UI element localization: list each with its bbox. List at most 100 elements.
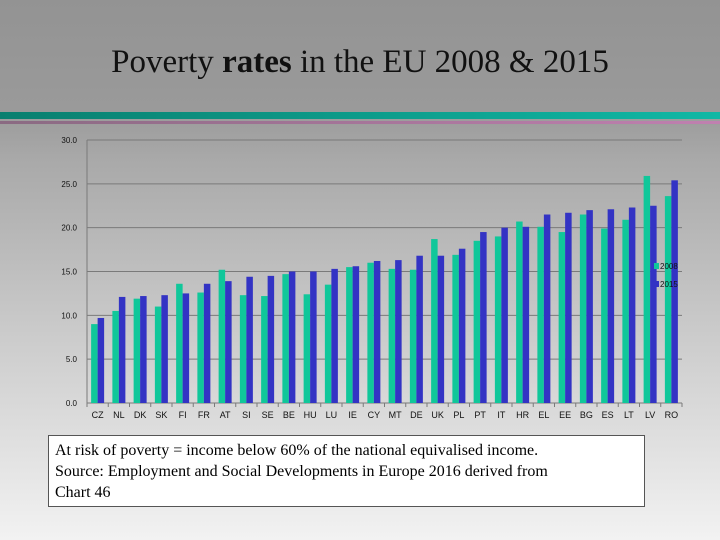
x-tick-label: BE xyxy=(283,410,295,420)
note-line: At risk of poverty = income below 60% of… xyxy=(55,442,539,459)
title-text-rest: in the EU 2008 & 2015 xyxy=(291,44,609,80)
x-tick-label: LV xyxy=(645,410,655,420)
y-tick-label: 25.0 xyxy=(61,180,77,189)
bar-2015-LV xyxy=(650,205,657,403)
x-tick-label: HR xyxy=(516,410,529,420)
note-line: Source: Employment and Social Developmen… xyxy=(55,463,548,480)
bar-2008-BG xyxy=(579,214,587,403)
x-tick-label: CY xyxy=(368,410,381,420)
bar-2008-RO xyxy=(664,196,672,403)
x-tick-label: LU xyxy=(326,410,338,420)
bar-2008-EL xyxy=(537,226,544,403)
bar-2008-IE xyxy=(346,267,353,403)
legend-label: 2008 xyxy=(660,262,678,271)
bar-2008-SK xyxy=(154,306,162,403)
bar-2015-ES xyxy=(607,209,615,403)
bar-2008-DK xyxy=(133,298,141,403)
y-tick-label: 20.0 xyxy=(61,224,77,233)
x-tick-label: SK xyxy=(155,410,167,420)
y-tick-label: 5.0 xyxy=(66,355,78,364)
legend-label: 2015 xyxy=(660,280,678,289)
bar-2015-BE xyxy=(288,271,296,403)
bar-2015-IT xyxy=(501,227,508,403)
bar-2008-BE xyxy=(282,274,289,403)
x-tick-label: FR xyxy=(198,410,210,420)
bar-2008-SE xyxy=(261,296,268,403)
bar-2015-HR xyxy=(522,226,530,403)
x-tick-label: NL xyxy=(113,410,125,420)
bar-2008-MT xyxy=(388,268,396,403)
bar-2015-BG xyxy=(586,210,593,403)
bar-2008-CZ xyxy=(91,324,98,403)
bar-2015-EE xyxy=(565,212,572,403)
x-tick-label: DK xyxy=(134,410,147,420)
x-tick-label: EE xyxy=(559,410,571,420)
bar-2008-PT xyxy=(473,240,481,403)
y-tick-label: 30.0 xyxy=(61,136,77,145)
bar-2008-UK xyxy=(431,239,438,403)
bar-2008-ES xyxy=(601,228,608,403)
y-tick-label: 10.0 xyxy=(61,311,77,320)
x-tick-label: IE xyxy=(348,410,357,420)
bar-2015-SK xyxy=(161,295,168,403)
title-text: Poverty xyxy=(111,44,223,80)
bar-2008-CY xyxy=(367,262,374,403)
bar-2008-EE xyxy=(558,232,566,403)
bar-2008-FR xyxy=(197,292,204,403)
bar-2008-LU xyxy=(324,284,332,403)
source-note: At risk of poverty = income below 60% of… xyxy=(48,435,645,507)
bar-2008-LT xyxy=(622,219,629,403)
x-tick-label: MT xyxy=(389,410,402,420)
bar-2015-RO xyxy=(671,180,678,403)
bar-2015-CY xyxy=(373,260,381,403)
bar-2015-FR xyxy=(203,283,211,403)
x-tick-label: ES xyxy=(602,410,614,420)
bar-2015-SE xyxy=(267,275,275,403)
bar-2015-LT xyxy=(628,207,636,403)
x-tick-label: SI xyxy=(242,410,251,420)
x-tick-label: LT xyxy=(624,410,634,420)
x-tick-label: CZ xyxy=(92,410,104,420)
bar-2008-HU xyxy=(303,294,311,403)
x-tick-label: BG xyxy=(580,410,593,420)
bar-2015-FI xyxy=(182,293,190,403)
x-tick-label: AT xyxy=(220,410,231,420)
bar-2008-HR xyxy=(516,221,523,403)
bar-2015-HU xyxy=(310,271,317,403)
bar-2015-PL xyxy=(458,248,466,403)
x-tick-label: EL xyxy=(538,410,549,420)
y-tick-label: 15.0 xyxy=(61,268,77,277)
slide-title: Poverty rates in the EU 2008 & 2015 xyxy=(0,44,720,81)
bar-2015-IE xyxy=(352,266,360,403)
x-tick-label: FI xyxy=(179,410,187,420)
bar-2008-PL xyxy=(452,254,459,403)
bar-2008-IT xyxy=(494,236,502,403)
bar-2008-NL xyxy=(112,310,119,403)
bar-2008-SI xyxy=(239,295,247,403)
y-tick-label: 0.0 xyxy=(66,399,78,408)
legend-swatch-2015 xyxy=(654,281,659,287)
bar-2015-DK xyxy=(140,296,147,403)
bar-2015-LU xyxy=(331,268,338,403)
bar-2015-CZ xyxy=(97,317,105,403)
x-tick-label: DE xyxy=(410,410,423,420)
bar-2008-FI xyxy=(176,283,183,403)
note-line: Chart 46 xyxy=(55,484,111,501)
bar-2015-UK xyxy=(437,255,445,403)
bar-2015-PT xyxy=(480,232,487,403)
x-tick-label: RO xyxy=(665,410,679,420)
x-tick-label: PL xyxy=(453,410,464,420)
bar-2015-EL xyxy=(543,214,551,403)
x-tick-label: IT xyxy=(497,410,506,420)
legend-swatch-2008 xyxy=(654,263,659,269)
x-tick-label: HU xyxy=(304,410,317,420)
title-divider xyxy=(0,112,720,119)
bar-2015-NL xyxy=(118,296,126,403)
x-tick-label: PT xyxy=(474,410,486,420)
bar-2015-MT xyxy=(395,260,402,403)
x-tick-label: SE xyxy=(262,410,274,420)
bar-2015-AT xyxy=(225,281,232,403)
bar-2008-AT xyxy=(218,269,226,403)
bar-2008-LV xyxy=(643,175,651,403)
